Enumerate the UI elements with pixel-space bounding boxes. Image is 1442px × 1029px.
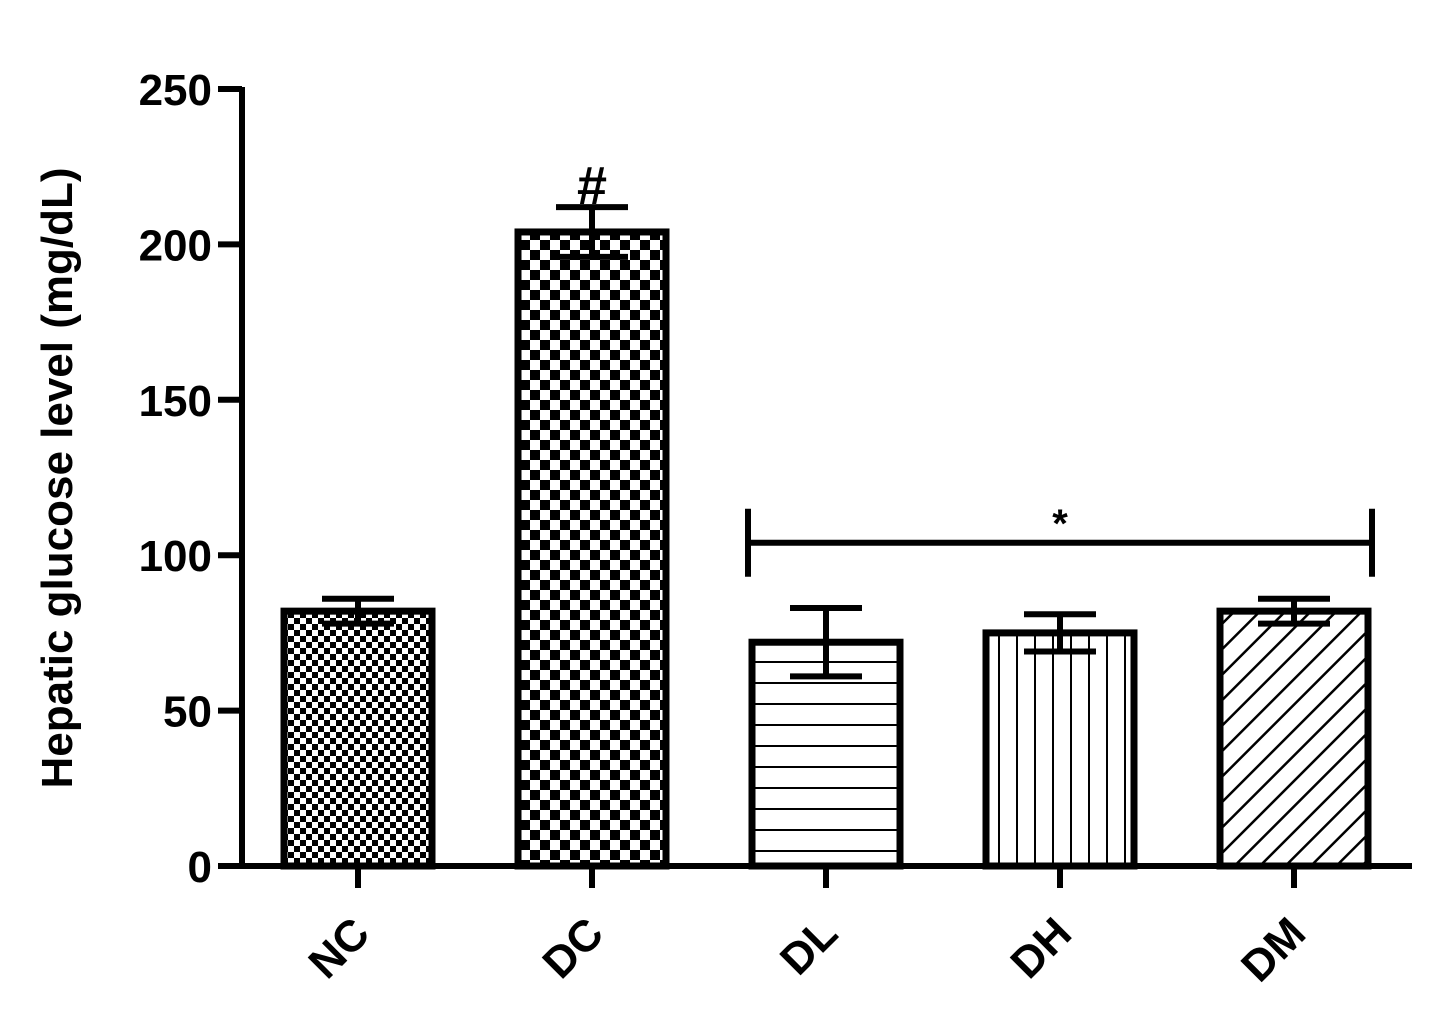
y-tick-label: 100 [139,532,212,581]
significance-marker: # [577,156,607,216]
bar-dc [514,228,670,870]
bar-dl [748,638,904,870]
y-tick-label: 50 [163,688,212,737]
x-tick-label: DM [1232,908,1315,991]
x-tick-label: NC [299,908,379,988]
x-tick-label: DH [1001,908,1081,988]
y-tick-label: 150 [139,377,212,426]
y-tick-label: 200 [139,221,212,270]
annotations: #* [577,156,1375,577]
bar-dh [982,629,1138,870]
y-axis-title: Hepatic glucose level (mg/dL) [33,167,82,788]
bar-nc [280,607,436,870]
y-tick-label: 250 [139,66,212,115]
x-tick-label: DC [533,908,613,988]
bar-dm [1216,607,1372,870]
significance-marker: * [1052,502,1068,546]
bars [280,204,1372,870]
y-tick-label: 0 [188,843,212,892]
x-tick-label: DL [771,908,847,984]
